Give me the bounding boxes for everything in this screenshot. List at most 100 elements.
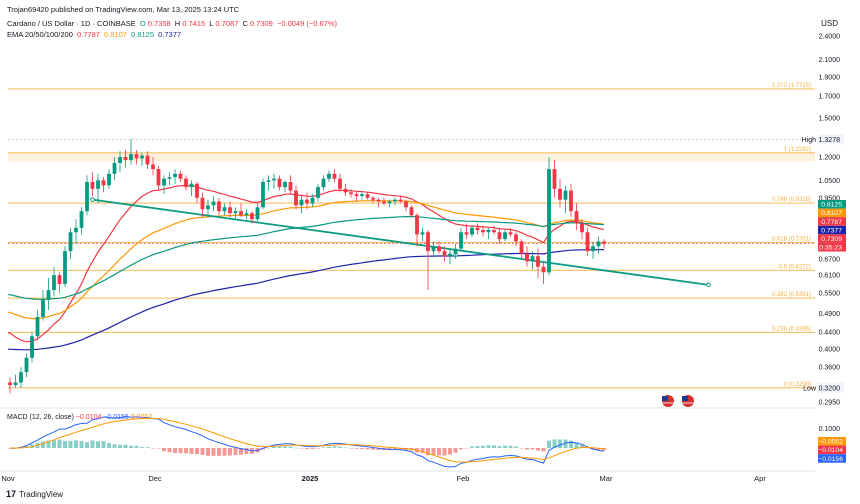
fib-label: 1 (1.2292): [784, 147, 811, 153]
macd-histogram-bar: [470, 446, 474, 448]
price-tick: 1.0500: [819, 178, 841, 185]
currency-label[interactable]: USD: [821, 19, 838, 28]
candle-body: [464, 232, 469, 235]
time-tick: Nov: [1, 474, 15, 483]
candle-body: [255, 207, 260, 220]
value-badge-text: 10:35:23: [816, 245, 843, 252]
candle-body: [354, 194, 359, 196]
fib-levels: 1.272 (1.7725) 1 (1.2292) 0.786 (0.9218) 0.…: [8, 83, 815, 389]
candle-body: [151, 164, 155, 170]
macd-histogram-bar: [310, 448, 315, 450]
macd-histogram-bar: [162, 448, 166, 452]
value-badge-text: 0.7377: [821, 227, 842, 234]
candle-body: [316, 187, 320, 198]
macd-histogram-bar: [90, 440, 95, 448]
candle-body: [107, 173, 111, 186]
price-tick: 0.6100: [819, 273, 841, 280]
ohlc-open-value: 0.7358: [147, 19, 171, 28]
macd-histogram-bar: [63, 440, 67, 448]
candle-body: [123, 157, 128, 160]
candle-body: [272, 178, 276, 181]
macd-histogram-bar: [222, 448, 227, 456]
macd-legend[interactable]: MACD (12, 26, close) −0.0104 −0.0156 0.0…: [7, 414, 152, 421]
macd-histogram-bar: [233, 448, 238, 455]
candle-body: [448, 253, 452, 257]
macd-badge: [818, 437, 846, 446]
macd-histogram-bar: [305, 448, 309, 450]
candle-body: [585, 232, 590, 252]
macd-histogram-bar: [145, 447, 150, 448]
candle-body: [310, 197, 315, 204]
price-tick: 1.9000: [819, 74, 841, 81]
macd-histogram-bar: [228, 448, 232, 456]
candle-body: [503, 232, 507, 240]
macd-histogram-bar: [107, 443, 111, 448]
candle-body: [552, 169, 557, 189]
change-value: −0.0049 (−0.67%): [276, 19, 337, 28]
high-label: High: [802, 137, 817, 144]
fib-label: 0 (0.3200): [784, 382, 811, 388]
ohlc-close-key: C: [242, 19, 248, 28]
candle-body: [426, 232, 430, 252]
candle-body: [332, 173, 337, 179]
candle-body: [596, 241, 601, 247]
candle-body: [134, 154, 139, 159]
macd-histogram-bar: [206, 448, 210, 456]
candle-body: [453, 248, 458, 254]
macd-histogram-bar: [140, 447, 144, 448]
macd-histogram-bar: [68, 440, 73, 448]
candle-body: [514, 234, 518, 242]
candle-body: [140, 155, 144, 159]
macd-histogram-bar: [178, 448, 183, 454]
macd-label: MACD (12, 26, close): [7, 414, 74, 421]
candle-body: [321, 178, 326, 188]
macd-histogram-bar: [475, 445, 480, 448]
fib-label: 1.272 (1.7725): [772, 83, 811, 89]
candle-body: [145, 155, 150, 165]
macd-histogram-bar: [563, 439, 568, 448]
candle-body: [338, 178, 342, 189]
price-tick: 0.4900: [819, 311, 841, 318]
macd-histogram-bar: [96, 441, 100, 448]
candle-body: [167, 177, 172, 179]
candle-body: [96, 180, 100, 189]
symbol-title[interactable]: Cardano / US Dollar · 1D · COINBASE: [7, 19, 136, 28]
candle-body: [558, 188, 562, 200]
candle-body: [431, 246, 436, 252]
macd-histogram-bar: [569, 440, 573, 448]
value-badge: [818, 208, 846, 218]
price-tick: 1.7000: [819, 94, 841, 101]
price-tick: 1.2000: [819, 155, 841, 162]
macd-line: [10, 416, 605, 468]
ema50-line: [8, 200, 605, 320]
time-tick: Dec: [148, 474, 162, 483]
candle-body: [195, 183, 199, 198]
tradingview-logo-icon: 17: [6, 489, 17, 499]
candle-body: [90, 182, 95, 189]
macd-histogram-bar: [52, 440, 56, 448]
value-badge-text: 0.8125: [821, 202, 842, 209]
candle-body: [393, 199, 397, 202]
ema-legend[interactable]: EMA 20/50/100/200 0.7787 0.8107 0.8125 0…: [7, 30, 183, 39]
candle-body: [497, 232, 502, 240]
candle-body: [349, 192, 353, 195]
macd-histogram-bar: [112, 444, 117, 448]
candle-body: [35, 317, 40, 337]
candle-body: [222, 207, 227, 212]
ema100-line: [8, 215, 605, 300]
candle-body: [85, 182, 89, 212]
candle-body: [79, 211, 84, 228]
low-value: 0.3200: [819, 385, 841, 392]
value-badge: [818, 234, 846, 243]
tradingview-brand[interactable]: 17 TradingView: [6, 489, 63, 499]
macd-histogram-bar: [266, 447, 271, 449]
candle-body: [68, 232, 73, 252]
macd-histogram-bar: [167, 448, 172, 453]
fib-label: 0.786 (0.9218): [772, 197, 811, 203]
macd-histogram-bar: [525, 448, 529, 450]
ema100-value: 0.8125: [131, 30, 155, 39]
candle-body: [74, 227, 78, 233]
